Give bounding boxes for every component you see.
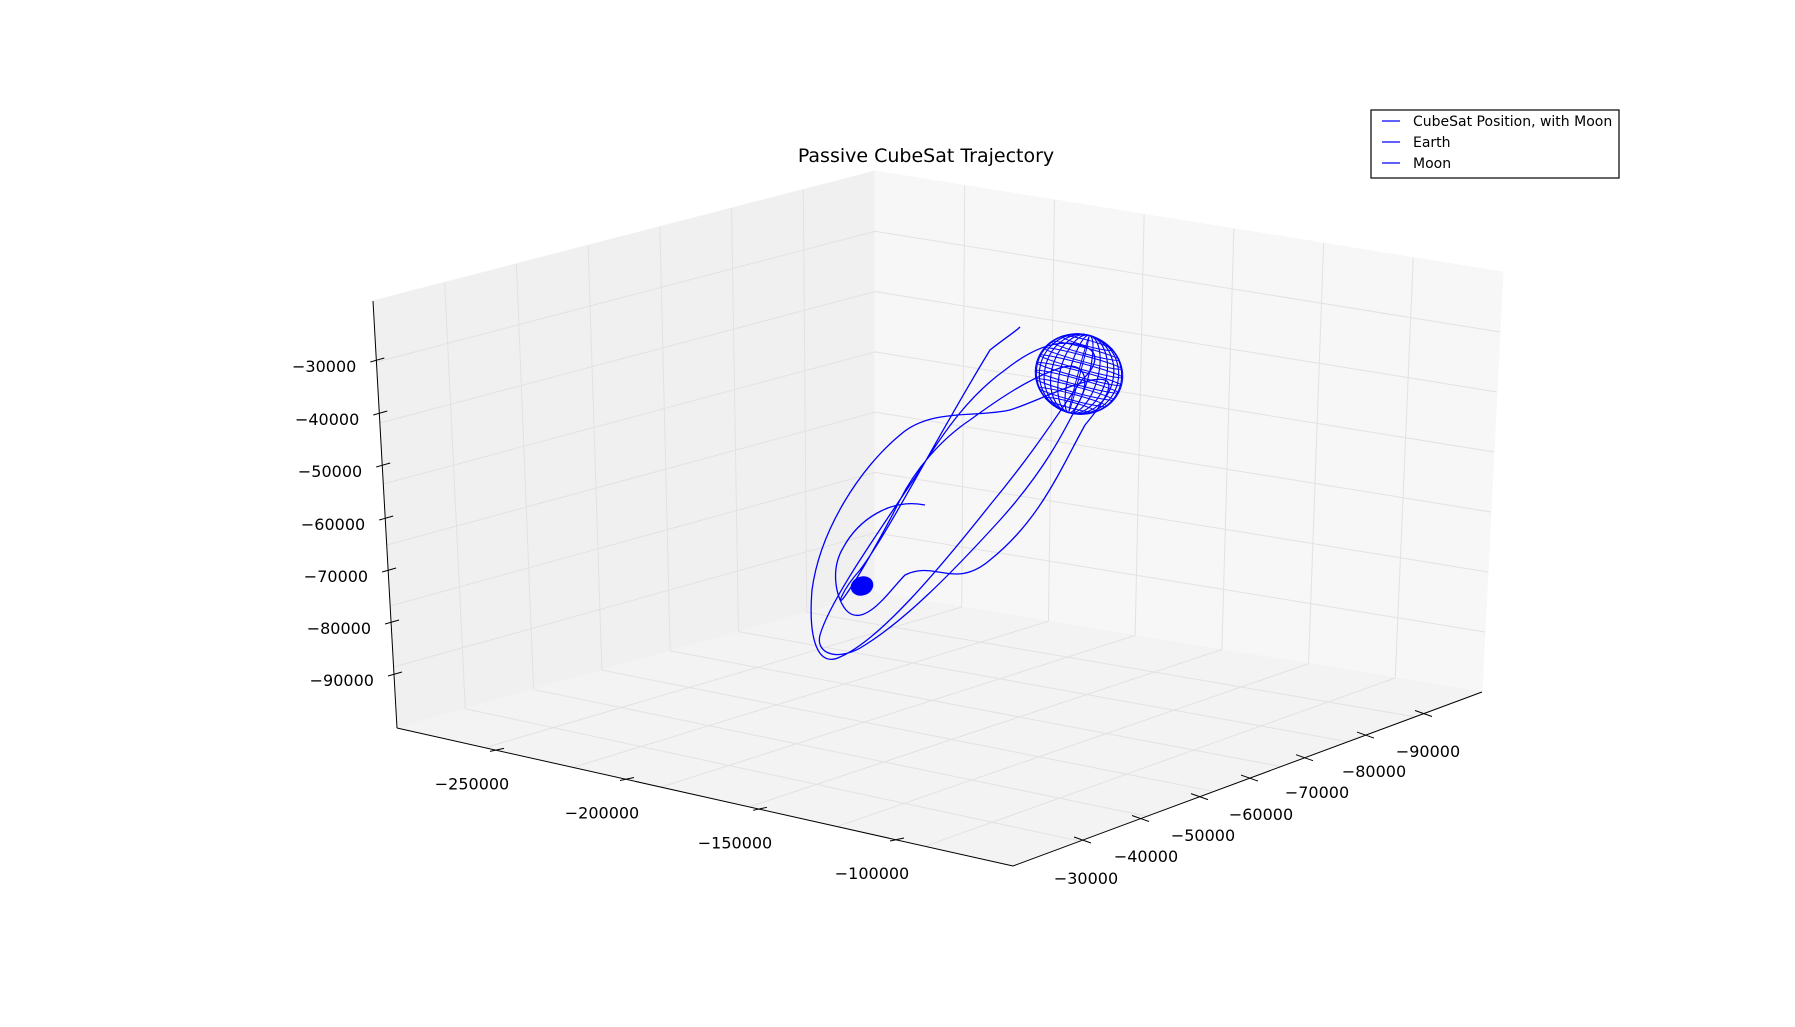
grid-lines: [376, 185, 1501, 847]
grid-line: [1047, 199, 1055, 622]
legend-label: CubeSat Position, with Moon: [1413, 114, 1612, 130]
grid-line: [731, 208, 739, 632]
chart-title: Passive CubeSat Trajectory: [798, 145, 1054, 167]
grid-line: [924, 677, 1396, 847]
z-tick: [370, 357, 385, 363]
grid-line: [390, 471, 1489, 607]
grid-line: [379, 291, 1498, 424]
earth-marker: [850, 576, 874, 596]
x-tick: [752, 806, 768, 811]
grid-line: [660, 634, 1136, 788]
moon-parallel: [1035, 361, 1123, 387]
x-tick: [619, 777, 635, 782]
z-tick-label: −50000: [298, 462, 362, 481]
y-tick-label: −40000: [1114, 847, 1178, 866]
z-tick: [381, 567, 397, 573]
grid-line: [748, 649, 1223, 808]
tick-marks: [370, 357, 1433, 844]
moon-meridian: [1035, 333, 1123, 415]
moon-parallel: [1035, 378, 1115, 401]
series-layer: [810, 326, 1124, 660]
grid-line: [659, 226, 671, 651]
z-tick: [379, 515, 394, 521]
z-tick: [387, 671, 403, 677]
grid-line: [376, 230, 1501, 363]
y-tick: [1356, 731, 1375, 739]
grid-line: [1394, 257, 1414, 678]
x-tick-label: −150000: [698, 833, 772, 852]
axes-edges: [372, 300, 1483, 867]
grid-line: [484, 606, 962, 749]
z-tick-label: −70000: [304, 567, 368, 586]
y-tick: [1073, 836, 1092, 844]
grid-line: [806, 611, 1416, 718]
grid-line: [386, 411, 1492, 546]
z-tick-label: −30000: [292, 357, 356, 376]
legend: CubeSat Position, with Moon Earth Moon: [1370, 109, 1620, 179]
grid-line: [802, 189, 808, 613]
legend-entries: CubeSat Position, with Moon Earth Moon: [1382, 114, 1612, 172]
y-tick-label: −80000: [1342, 762, 1406, 781]
grid-line: [670, 650, 1282, 768]
x-tick: [889, 837, 905, 842]
moon-parallel: [1044, 396, 1097, 413]
grid-line: [444, 282, 466, 709]
moon-parallel: [1050, 340, 1120, 361]
axes-panes: [372, 170, 1504, 867]
moon-parallel: [1061, 335, 1114, 352]
y-tick: [1240, 774, 1259, 782]
grid-line: [393, 532, 1486, 668]
x-tick-label: −200000: [565, 804, 639, 823]
z-tick-label: −60000: [301, 515, 365, 534]
z-tick: [384, 619, 400, 625]
grid-line: [587, 245, 603, 671]
y-tick-label: −70000: [1285, 783, 1349, 802]
grid-line: [465, 708, 1081, 842]
x-tick-label: −250000: [435, 774, 509, 793]
legend-label: Moon: [1413, 156, 1451, 172]
z-tick: [376, 462, 391, 468]
grid-line: [836, 663, 1309, 828]
series-earth-sphere: [850, 576, 874, 596]
grid-line: [1221, 228, 1235, 650]
z-tick: [373, 410, 388, 416]
x-axis-line: [396, 727, 1014, 867]
y-tick-label: −50000: [1171, 826, 1235, 845]
grid-line: [738, 631, 1349, 743]
y-tick: [1131, 815, 1150, 822]
series-moon-sphere: [1034, 333, 1124, 415]
y-tick: [1295, 754, 1314, 762]
moon-parallel: [1034, 369, 1120, 394]
z-axis-line: [372, 300, 398, 729]
moon-parallel: [1038, 387, 1108, 408]
x-tick-label: −100000: [835, 864, 909, 883]
y-tick-label: −30000: [1054, 869, 1118, 888]
z-tick-label: −40000: [295, 410, 359, 429]
grid-line: [572, 620, 1049, 768]
y-tick: [1190, 793, 1209, 801]
grid-line: [1134, 214, 1145, 636]
grid-line: [515, 263, 535, 690]
legend-box: [1370, 109, 1620, 179]
grid-line: [601, 669, 1215, 792]
grid-line: [1308, 243, 1325, 664]
y-tick-label: −90000: [1396, 742, 1460, 761]
moon-parallel: [1043, 347, 1123, 370]
z-tick-label: −80000: [307, 619, 371, 638]
grid-line: [383, 351, 1495, 485]
z-tick-label: −90000: [310, 671, 374, 690]
y-tick: [1414, 710, 1433, 717]
tick-labels: −30000−40000−50000−60000−70000−80000−900…: [292, 357, 1460, 888]
moon-parallel: [1038, 354, 1124, 379]
grid-line: [533, 688, 1148, 817]
y-axis-line: [1012, 691, 1483, 867]
legend-label: Earth: [1413, 135, 1451, 151]
y-tick-label: −60000: [1229, 805, 1293, 824]
x-tick: [489, 747, 505, 752]
